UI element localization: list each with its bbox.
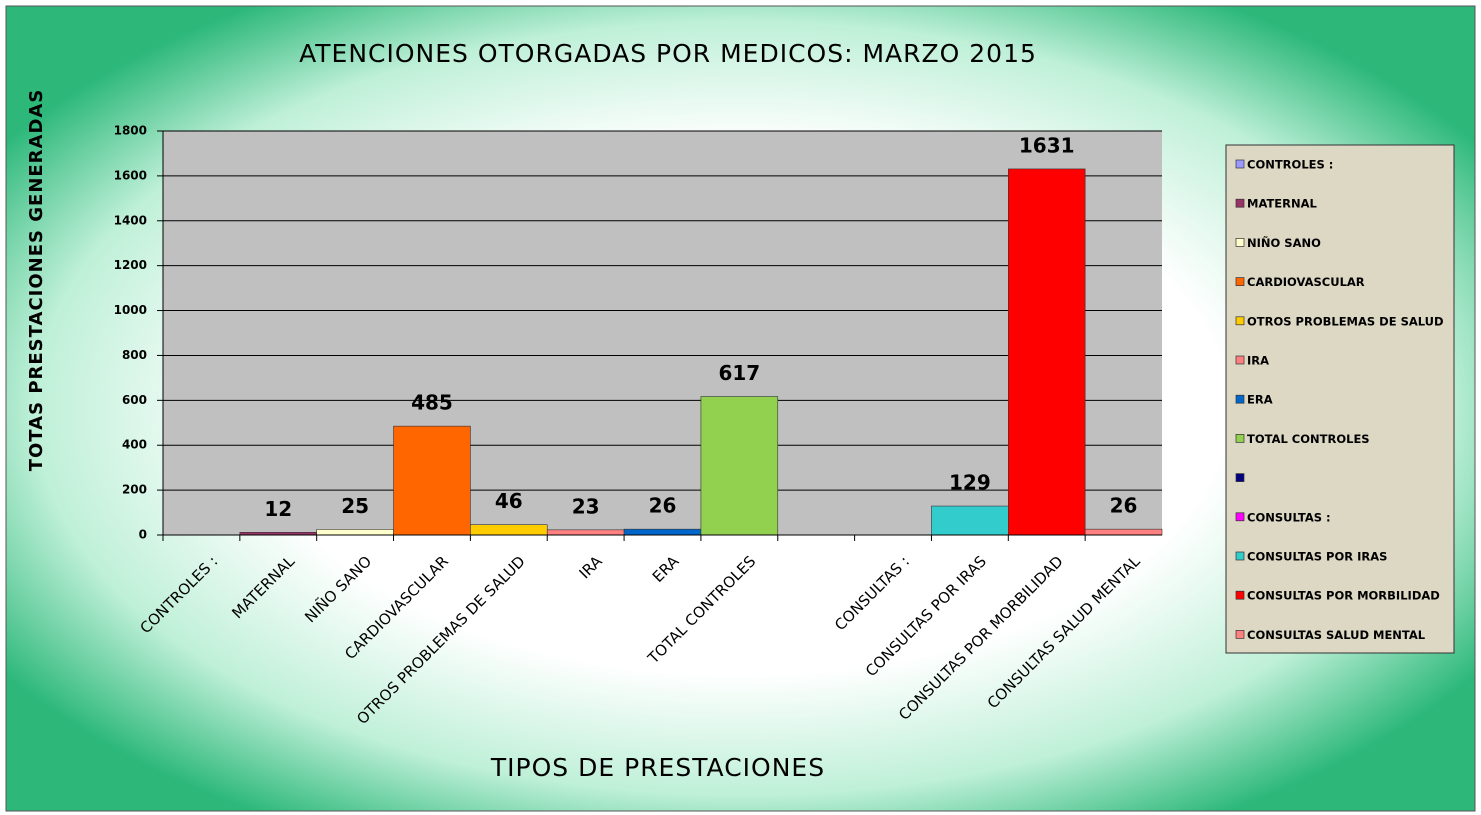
legend-label: MATERNAL xyxy=(1247,197,1318,211)
value-label: 26 xyxy=(649,494,677,518)
y-tick-label: 600 xyxy=(122,393,147,407)
value-label: 617 xyxy=(718,361,760,385)
y-tick-label: 1400 xyxy=(114,213,147,227)
y-tick-label: 200 xyxy=(122,483,147,497)
plot-area xyxy=(163,131,1162,535)
chart-title: ATENCIONES OTORGADAS POR MEDICOS: MARZO … xyxy=(299,39,1037,68)
value-label: 25 xyxy=(341,494,369,518)
value-label: 1631 xyxy=(1019,133,1075,157)
legend-swatch xyxy=(1235,198,1245,208)
legend-label: IRA xyxy=(1247,354,1269,368)
legend-swatch xyxy=(1235,159,1245,169)
y-tick-label: 1000 xyxy=(114,303,147,317)
legend-label: CONSULTAS SALUD MENTAL xyxy=(1247,628,1426,642)
y-tick-label: 0 xyxy=(139,528,147,542)
legend-label: TOTAL CONTROLES xyxy=(1247,432,1370,446)
legend-swatch xyxy=(1235,316,1245,326)
bar xyxy=(470,524,548,536)
legend-label: ERA xyxy=(1247,393,1273,407)
legend-swatch xyxy=(1235,512,1245,522)
legend-label: CONTROLES : xyxy=(1247,158,1333,172)
legend-label: NIÑO SANO xyxy=(1247,235,1321,250)
bar xyxy=(316,529,394,536)
legend-swatch xyxy=(1235,277,1245,286)
value-label: 129 xyxy=(949,471,991,495)
bar xyxy=(700,396,779,536)
y-tick-label: 800 xyxy=(122,348,147,362)
legend-swatch xyxy=(1235,394,1245,404)
legend-swatch xyxy=(1235,355,1245,365)
value-label: 485 xyxy=(411,391,453,415)
bar xyxy=(1084,528,1163,536)
legend-swatch xyxy=(1235,473,1245,482)
bar xyxy=(931,505,1009,536)
y-axis-label: TOTAS PRESTACIONES GENERADAS xyxy=(26,89,47,472)
legend-swatch xyxy=(1235,551,1245,561)
legend-swatch xyxy=(1235,434,1245,443)
legend-label: CONSULTAS POR IRAS xyxy=(1247,550,1387,564)
y-tick-label: 1800 xyxy=(114,124,147,138)
y-tick-label: 1600 xyxy=(114,168,147,182)
value-label: 23 xyxy=(572,494,600,518)
legend-label: CONSULTAS : xyxy=(1247,510,1331,524)
value-label: 12 xyxy=(264,497,292,521)
legend-swatch xyxy=(1235,238,1245,247)
bar xyxy=(623,528,702,536)
legend xyxy=(1225,144,1455,654)
bar xyxy=(1008,168,1086,536)
legend-swatch xyxy=(1235,590,1245,600)
legend-label: OTROS PROBLEMAS DE SALUD xyxy=(1247,314,1444,328)
y-tick-label: 400 xyxy=(122,438,147,452)
value-label: 46 xyxy=(495,489,523,513)
legend-label: CONSULTAS POR MORBILIDAD xyxy=(1247,589,1440,603)
bar xyxy=(546,529,625,536)
value-label: 26 xyxy=(1110,494,1138,518)
legend-swatch xyxy=(1235,630,1245,639)
bar xyxy=(393,425,471,536)
y-tick-label: 1200 xyxy=(114,258,147,272)
x-axis-label: TIPOS DE PRESTACIONES xyxy=(490,753,825,782)
legend-label: CARDIOVASCULAR xyxy=(1247,275,1365,289)
